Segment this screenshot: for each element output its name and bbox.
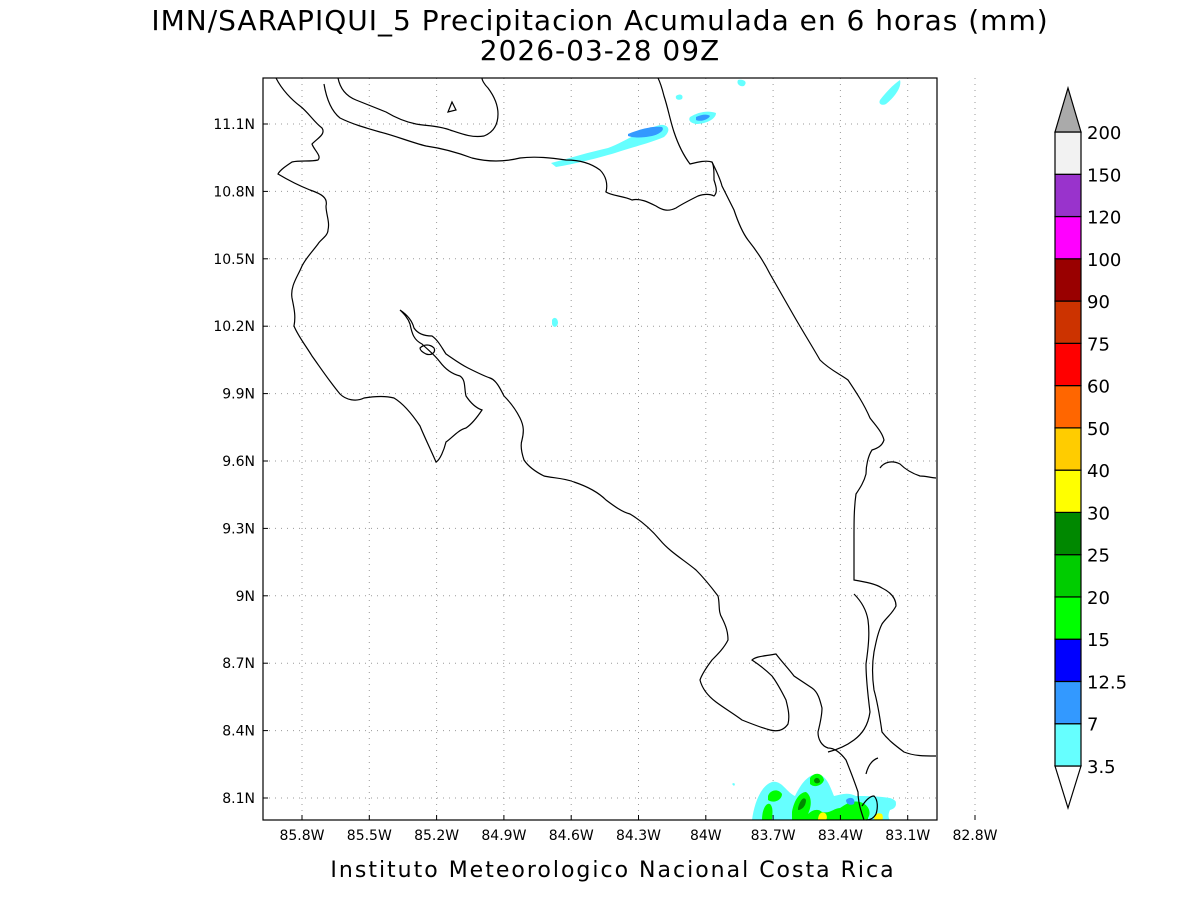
precip-cell-south-green3 <box>792 792 870 820</box>
precip-cell-south-east <box>884 799 896 808</box>
gulf-island <box>419 344 436 356</box>
lat-tick-label: 9N <box>236 589 255 605</box>
lat-tick-label: 9.6N <box>222 454 255 470</box>
precip-cell-south-blue <box>846 797 855 805</box>
colorbar-swatch <box>1054 173 1082 218</box>
colorbar-level-label: 60 <box>1087 377 1110 398</box>
lon-tick-label: 83.4W <box>818 828 863 844</box>
colorbar-swatch <box>1054 300 1082 344</box>
precip-cell-northeast-corner <box>879 80 901 105</box>
colorbar-swatch <box>1054 511 1082 556</box>
colorbar-swatch <box>1054 427 1082 471</box>
latitude-axis: 11.1N 10.8N 10.5N 10.2N 9.9N 9.6N 9.3N 9N 8.7N 8.… <box>213 117 268 807</box>
colorbar-legend: 3.5 7 12.5 15 20 25 30 40 50 60 75 90 100 120 150 200 <box>1054 85 1127 811</box>
lat-tick-label: 10.8N <box>213 184 255 200</box>
lat-tick-label: 11.1N <box>213 117 255 133</box>
colorbar-swatch <box>1054 596 1082 640</box>
lat-tick-label: 8.1N <box>222 791 255 807</box>
map-title: IMN/SARAPIQUI_5 Precipitacion Acumulada … <box>151 4 1048 37</box>
colorbar-under-triangle <box>1054 765 1082 811</box>
colorbar-swatch <box>1054 554 1082 598</box>
precip-cell-south-green <box>762 803 773 820</box>
colorbar-swatch <box>1054 131 1082 175</box>
precip-cell-north-top <box>675 94 683 100</box>
lon-tick-label: 84.6W <box>549 828 594 844</box>
lon-tick-label: 85.5W <box>347 828 392 844</box>
colorbar-level-label: 100 <box>1087 250 1121 271</box>
map-frame <box>262 77 938 821</box>
panama-border-south <box>827 593 871 753</box>
lat-tick-label: 9.9N <box>222 387 255 403</box>
precip-cell-south-green2 <box>768 790 782 802</box>
lat-tick-label: 10.2N <box>213 319 255 335</box>
precip-cell-central <box>552 317 558 327</box>
colorbar-over-triangle <box>1054 85 1082 133</box>
precip-cell-north-east-core <box>696 114 710 121</box>
lat-tick-label: 10.5N <box>213 252 255 268</box>
precip-cell-north-band-core <box>628 126 663 138</box>
precipitation-fields <box>551 79 901 820</box>
lon-tick-label: 83.1W <box>885 828 930 844</box>
colorbar-swatch <box>1054 342 1082 387</box>
colorbar-swatch <box>1054 215 1082 260</box>
map-valid-time: 2026-03-28 09Z <box>480 34 720 67</box>
southern-border-line <box>865 757 879 775</box>
precip-cell-south-speck <box>732 783 735 786</box>
pacific-coastline <box>275 77 865 821</box>
precip-cell-south-darkgreen2 <box>814 777 820 784</box>
northern-border <box>337 77 499 138</box>
colorbar-level-label: 40 <box>1087 461 1110 482</box>
colorbar-level-label: 20 <box>1087 588 1110 609</box>
colorbar-swatch <box>1054 723 1082 767</box>
lake-island <box>447 100 457 113</box>
lon-tick-label: 82.8W <box>952 828 997 844</box>
lon-tick-label: 85.8W <box>279 828 324 844</box>
precip-cell-north-top2 <box>737 79 746 87</box>
footer-credit: Instituto Meteorologico Nacional Costa R… <box>330 858 895 883</box>
colorbar-level-label: 200 <box>1087 123 1121 144</box>
map-panel: 85.8W 85.5W 85.2W 84.9W 84.6W 84.3W 84W 83.7W 83… <box>213 77 998 844</box>
colorbar-level-label: 50 <box>1087 419 1110 440</box>
lon-tick-label: 84.9W <box>481 828 526 844</box>
osa-peninsula <box>861 795 878 821</box>
lat-tick-label: 8.7N <box>222 656 255 672</box>
colorbar-level-label: 30 <box>1087 503 1110 524</box>
colorbar-level-label: 15 <box>1087 630 1110 651</box>
colorbar-level-label: 7 <box>1087 715 1098 736</box>
colorbar-swatch <box>1054 680 1082 725</box>
colorbar-swatch <box>1054 385 1082 429</box>
lon-tick-label: 85.2W <box>414 828 459 844</box>
colorbar-swatch <box>1054 258 1082 302</box>
coastlines-and-borders <box>275 77 937 821</box>
border-san-juan <box>323 77 717 211</box>
colorbar-level-label: 3.5 <box>1087 757 1116 778</box>
longitude-axis: 85.8W 85.5W 85.2W 84.9W 84.6W 84.3W 84W 83.7W 83… <box>279 815 998 844</box>
colorbar-level-label: 12.5 <box>1087 672 1127 693</box>
precip-cell-south-yellow2 <box>874 813 883 820</box>
lon-tick-label: 84.3W <box>616 828 661 844</box>
colorbar-swatch <box>1054 638 1082 683</box>
colorbar-level-label: 90 <box>1087 292 1110 313</box>
lat-tick-label: 9.3N <box>222 521 255 537</box>
map-background <box>263 78 937 820</box>
lat-tick-label: 8.4N <box>222 724 255 740</box>
colorbar-level-label: 150 <box>1087 165 1121 186</box>
gridlines <box>263 78 976 820</box>
lon-tick-label: 83.7W <box>751 828 796 844</box>
precip-cell-south-darkgreen <box>798 798 806 810</box>
colorbar-swatch <box>1054 469 1082 513</box>
lon-tick-label: 84W <box>690 828 722 844</box>
colorbar-level-label: 120 <box>1087 208 1121 229</box>
caribbean-coastline <box>711 161 937 757</box>
precip-cell-south-yellow <box>818 812 827 820</box>
colorbar-level-label: 25 <box>1087 546 1110 567</box>
panama-border <box>879 461 937 479</box>
colorbar-level-label: 75 <box>1087 334 1110 355</box>
